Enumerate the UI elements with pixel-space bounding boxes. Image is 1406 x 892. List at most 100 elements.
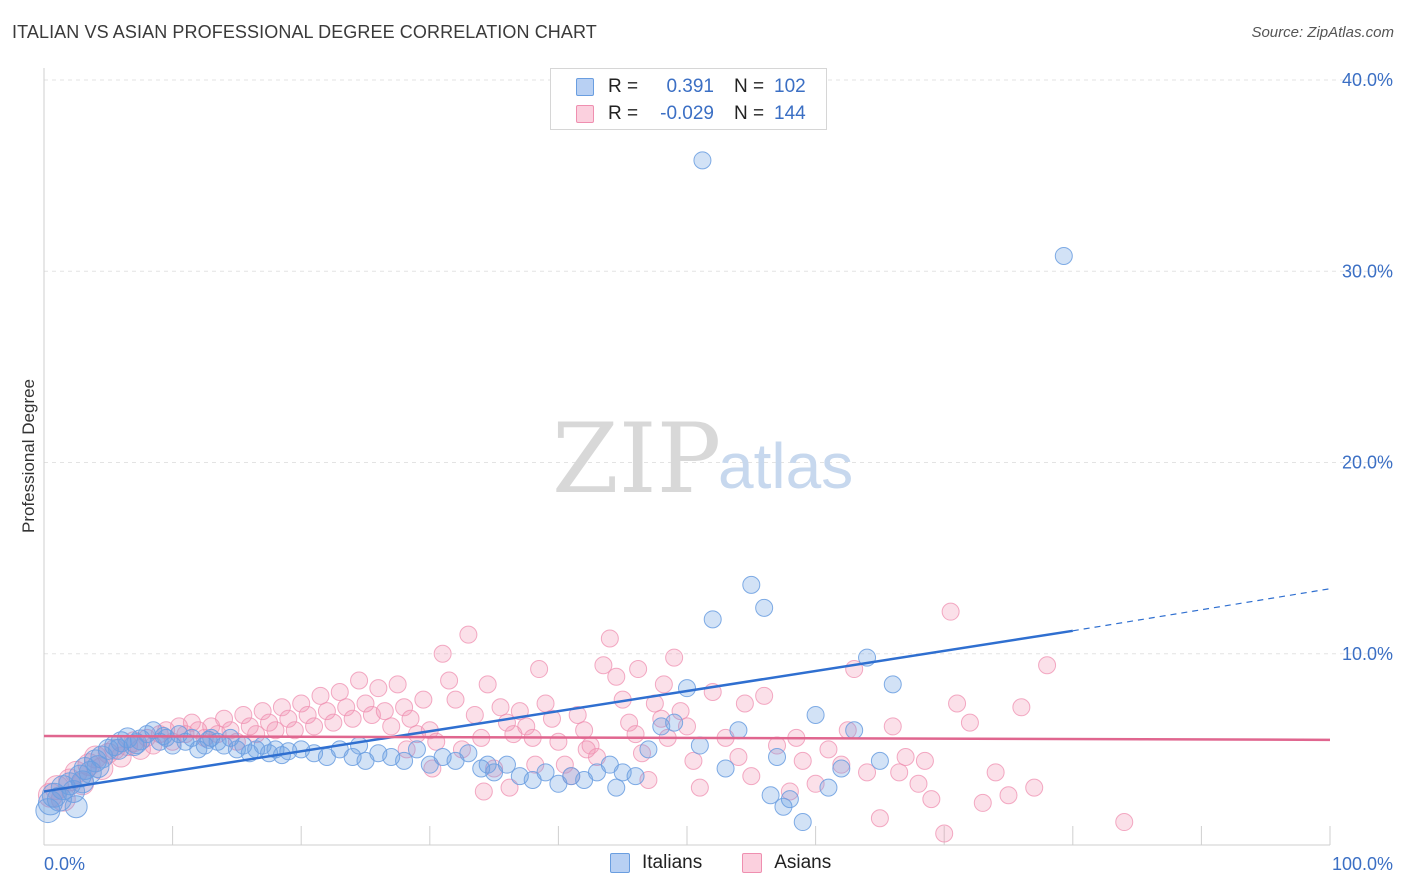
y-tick-label: 40.0% [1342, 70, 1393, 90]
italians-point [86, 755, 110, 779]
asians-point [427, 732, 446, 751]
italians-legend-swatch [610, 853, 630, 873]
italians-point [126, 733, 148, 755]
italians-point [761, 786, 780, 805]
asians-point [330, 683, 349, 701]
r-value: 0.391 [666, 76, 714, 97]
asians-point [626, 725, 645, 744]
asians-point [577, 740, 596, 759]
asians-point [305, 717, 324, 736]
asians-point [414, 690, 433, 709]
italians-point [497, 755, 516, 774]
asians-point [182, 713, 201, 732]
asians-point [941, 602, 960, 621]
asians-point [620, 713, 639, 732]
asians-point [973, 793, 992, 812]
asians-point [735, 694, 754, 713]
asians-point [401, 709, 420, 728]
asians-point [388, 675, 407, 694]
watermark-atlas: atlas [718, 430, 853, 502]
asians-point [883, 717, 902, 736]
x-tick-label-max: 100.0% [1332, 854, 1393, 874]
asians-point [395, 698, 414, 717]
italians-point [690, 736, 709, 755]
asians-point [690, 778, 709, 797]
asians-point [1025, 778, 1044, 797]
italians-point [793, 813, 812, 832]
italians-point [768, 748, 787, 767]
asians-point [272, 698, 291, 717]
asians-point [542, 709, 561, 728]
asians-legend-swatch [742, 853, 763, 873]
italians-point [536, 763, 555, 782]
asians-legend-label: Asians [774, 852, 832, 873]
asians-points [37, 602, 1134, 843]
italians-legend-label: Italians [642, 852, 703, 873]
italians-trend-line [43, 629, 1073, 793]
n-value: 144 [774, 103, 806, 124]
italians-point [108, 738, 130, 760]
asians-point [742, 767, 761, 786]
asians-point [397, 740, 416, 759]
asians-point [607, 667, 626, 686]
asians-swatch [576, 105, 594, 123]
italians-point [678, 679, 696, 698]
asians-point [594, 656, 613, 675]
asians-point [922, 790, 941, 809]
italians-point [199, 730, 218, 749]
italians-point [64, 795, 88, 819]
italians-point [607, 778, 626, 797]
asians-point [240, 717, 259, 736]
asians-point [568, 705, 587, 724]
y-tick-label: 10.0% [1342, 644, 1393, 664]
asians-point [890, 763, 909, 782]
asians-point [221, 721, 240, 740]
asians-point [729, 748, 748, 767]
italians-point [639, 740, 658, 759]
asians-point [266, 721, 285, 740]
asians-point [279, 709, 298, 728]
asians-point [474, 782, 493, 801]
asians-point [298, 705, 317, 724]
legend-row-asians: R = -0.029 N = 144 [551, 101, 806, 127]
series-legend: Italians Asians [610, 852, 871, 874]
source-label: Source: ZipAtlas.com [1251, 24, 1394, 41]
italians-point [716, 759, 735, 778]
asians-point [780, 782, 799, 801]
asians-point [999, 786, 1018, 805]
asians-point [215, 709, 234, 728]
italians-point [1054, 246, 1073, 265]
asians-point [915, 751, 934, 770]
r-label: R = [608, 76, 639, 97]
trend-lines [43, 588, 1331, 793]
asians-point [755, 686, 774, 705]
asians-point [654, 675, 673, 694]
n-label: N = [734, 103, 765, 124]
asians-point [793, 751, 812, 770]
asians-point [324, 713, 343, 732]
asians-point [77, 753, 101, 777]
asians-point [375, 702, 394, 721]
italians-point [883, 675, 902, 694]
n-label: N = [734, 76, 765, 97]
asians-point [433, 644, 452, 663]
italians-point [806, 705, 825, 724]
italians-point [626, 767, 645, 786]
legend-item-asians[interactable]: Asians [742, 852, 831, 874]
asians-point [440, 671, 459, 690]
asians-trend-line [43, 734, 1331, 742]
legend-item-italians[interactable]: Italians [610, 852, 702, 874]
italians-point [407, 740, 426, 759]
asians-point [629, 660, 648, 679]
asians-point [369, 679, 388, 698]
y-tick-labels: 10.0% 20.0% 30.0% 40.0% [1342, 70, 1393, 664]
asians-point [317, 702, 336, 721]
asians-point [858, 763, 877, 782]
asians-point [491, 698, 510, 717]
asians-point [870, 809, 889, 828]
italians-point [459, 744, 478, 763]
italians-point [870, 751, 889, 770]
italians-point [780, 790, 799, 809]
asians-point [960, 713, 979, 732]
italians-point [832, 759, 851, 778]
